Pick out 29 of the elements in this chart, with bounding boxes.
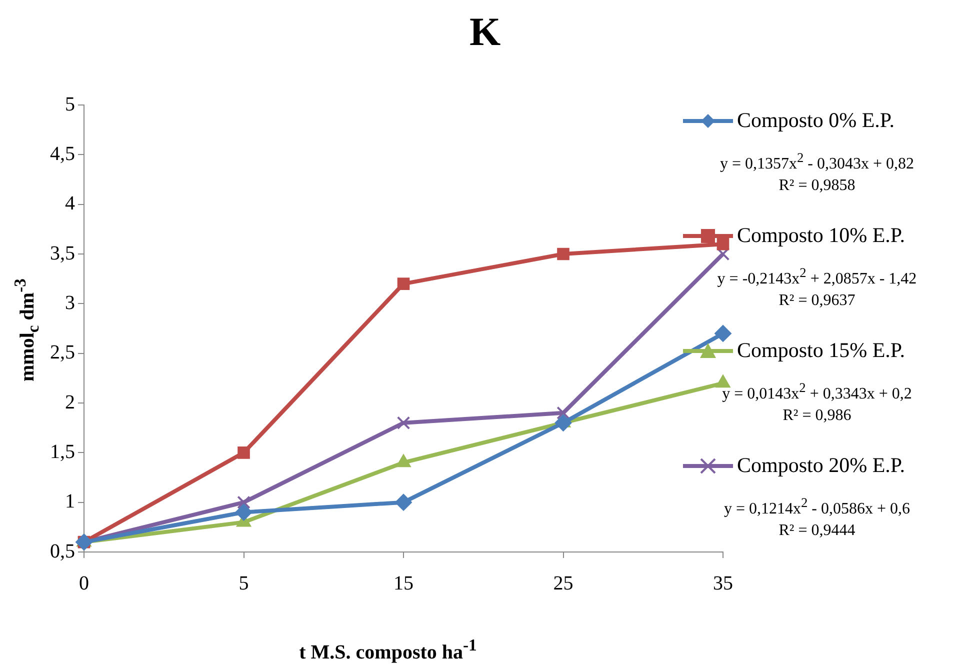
y-tick-label: 3,5 — [50, 242, 75, 264]
x-tick-label: 15 — [394, 572, 414, 594]
text: y = 0,1214x$^{2}$ - 0,0586x + 0,6 — [722, 494, 912, 520]
text: R² = 0,986 — [782, 406, 852, 426]
x-tick-label: 25 — [553, 572, 574, 594]
text: R² = 0,9858 — [778, 176, 856, 196]
x-tick-label: 0 — [79, 572, 89, 594]
annotation: y = 0,0143x$^{2}$ + 0,3343x + 0,2 — [721, 379, 913, 404]
legend-label: Composto 10% E.P. — [737, 223, 906, 248]
y-tick-label: 5 — [65, 93, 75, 116]
y-tick-label: 1,5 — [50, 440, 75, 463]
y-tick-label: 3 — [65, 292, 75, 314]
y-tick-label: 0,5 — [50, 540, 75, 562]
text: R² = 0,9637 — [778, 291, 856, 312]
y-tick-label: 2 — [65, 391, 75, 414]
legend-label: Composto 0% E.P. — [737, 108, 895, 133]
text: R² = 0,9444 — [778, 521, 856, 542]
x-tick-label: 35 — [713, 572, 733, 594]
legend-label: Composto 20% E.P. — [737, 453, 906, 478]
x-tick-label: 5 — [238, 572, 249, 594]
y-tick-label: 1 — [65, 490, 75, 513]
y-tick-label: 4,5 — [50, 142, 75, 165]
y-tick-label: 2,5 — [50, 342, 75, 364]
y-tick-label: 4 — [65, 192, 75, 215]
chart-title: K — [468, 8, 502, 55]
annotation: y = 0,1357x$^{2}$ - 0,3043x + 0,82 — [718, 149, 916, 174]
legend-label: Composto 15% E.P. — [737, 338, 906, 363]
x-axis-title: t M.S. composto ha$^{-1}$ — [299, 636, 477, 664]
annotation: y = -0,2143x$^{2}$ + 2,0857x - 1,42 — [716, 264, 918, 290]
